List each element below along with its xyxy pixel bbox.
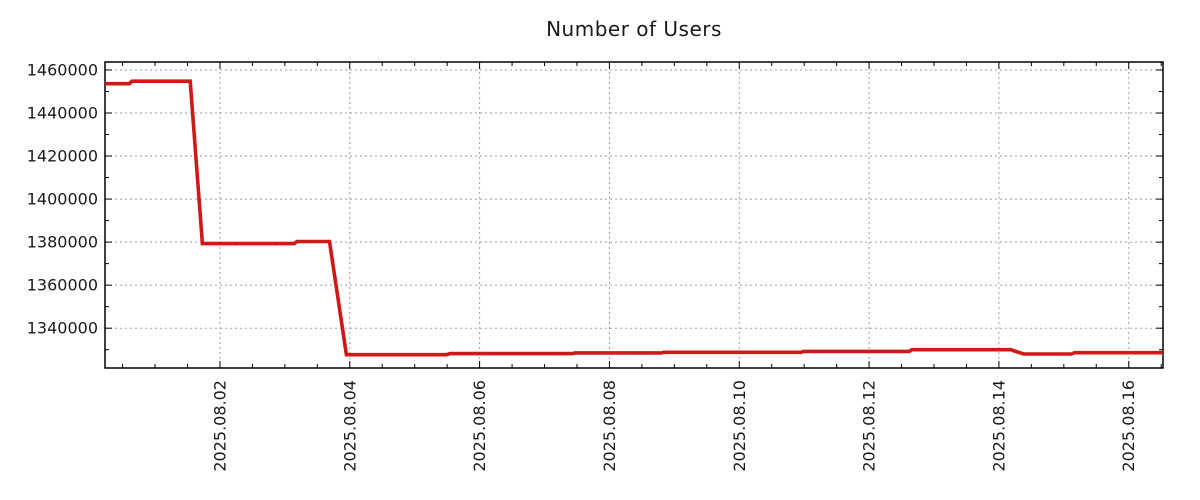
x-tick-label: 2025.08.10 — [730, 380, 749, 472]
x-tick-label: 2025.08.04 — [340, 380, 359, 472]
plot-border — [104, 61, 1164, 369]
y-tick-label: 1400000 — [27, 190, 98, 209]
y-tick-label: 1340000 — [27, 319, 98, 338]
x-tick-label: 2025.08.12 — [860, 380, 879, 472]
x-tick-label: 2025.08.02 — [210, 380, 229, 472]
axis-labels: 1340000 1360000 1380000 1400000 1420000 14400… — [27, 60, 1139, 471]
x-tick-label: 2025.08.16 — [1119, 380, 1138, 472]
axis-ticks — [104, 61, 1164, 369]
y-tick-label: 1420000 — [27, 147, 98, 166]
x-tick-label: 2025.08.08 — [600, 380, 619, 472]
y-tick-label: 1460000 — [27, 60, 98, 79]
y-tick-label: 1380000 — [27, 233, 98, 252]
chart-title: Number of Users — [546, 17, 722, 41]
x-tick-label: 2025.08.14 — [989, 380, 1008, 472]
y-tick-label: 1440000 — [27, 104, 98, 123]
y-tick-label: 1360000 — [27, 276, 98, 295]
series-line-users — [105, 79, 1163, 357]
x-tick-label: 2025.08.06 — [470, 380, 489, 472]
grid-lines — [105, 62, 1163, 368]
series — [105, 79, 1163, 357]
